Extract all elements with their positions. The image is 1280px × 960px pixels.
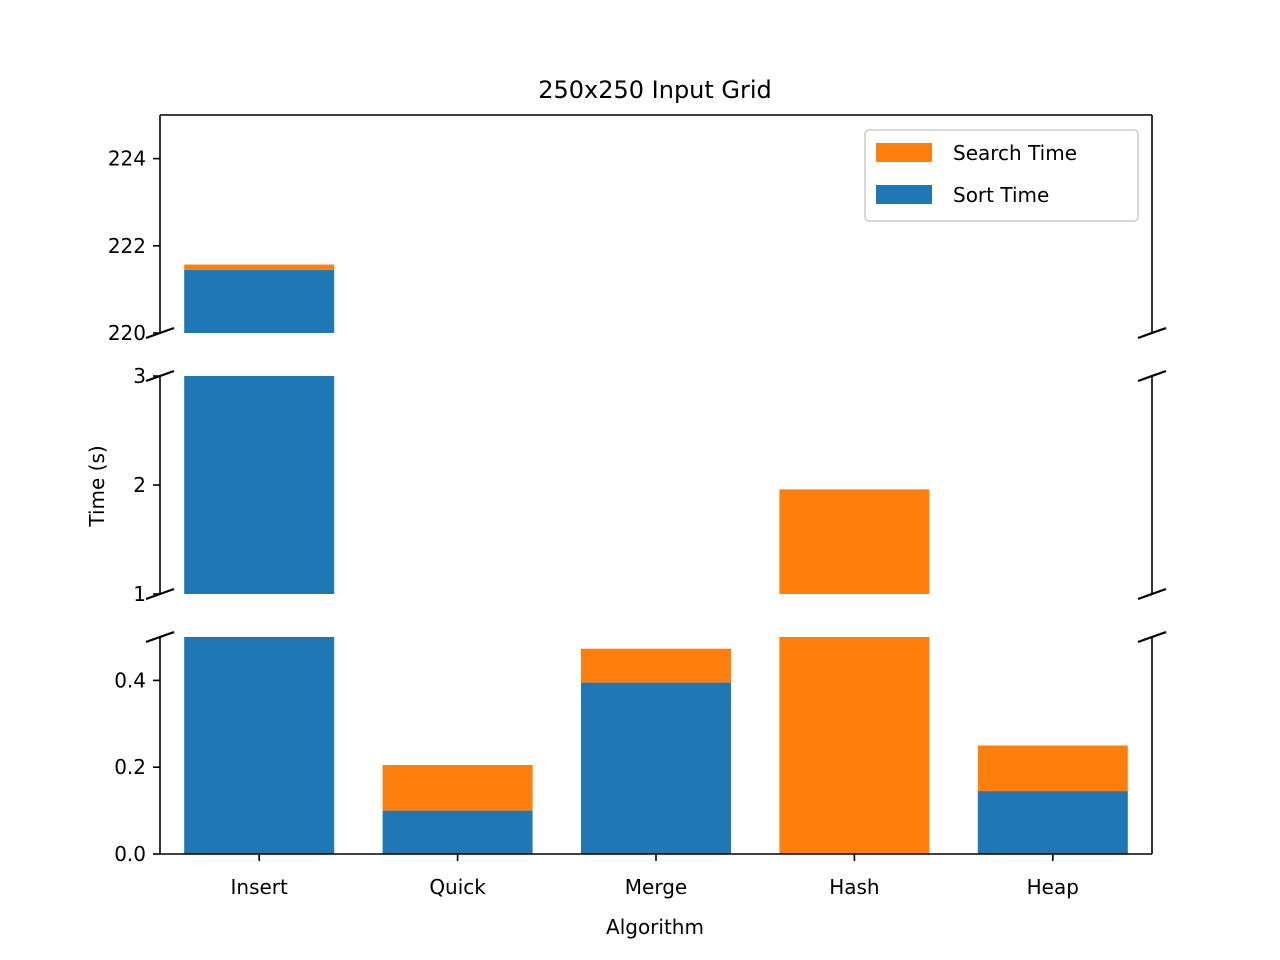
bar-sort-time-insert (184, 637, 335, 854)
axis-break-mark (145, 369, 175, 383)
x-axis-label: Algorithm (606, 915, 704, 939)
legend-swatch-search-time (876, 143, 932, 162)
bar-search-time-quick (382, 765, 533, 811)
bar-search-time-insert (184, 264, 335, 270)
legend-label: Sort Time (953, 183, 1049, 207)
axis-break-mark (145, 587, 175, 601)
legend: Search Time Sort Time (864, 129, 1139, 222)
bar-sort-time-insert (184, 376, 335, 594)
x-tick-label-quick: Quick (429, 875, 486, 899)
bar-search-time-heap (977, 745, 1128, 792)
chart-title: 250x250 Input Grid (538, 76, 772, 104)
legend-label: Search Time (953, 141, 1077, 165)
legend-swatch-sort-time (876, 185, 932, 204)
x-tick-label-merge: Merge (625, 875, 687, 899)
bar-sort-time-insert (184, 269, 335, 333)
y-tick-label: 0.2 (114, 755, 146, 779)
axis-break-mark (145, 326, 175, 340)
axis-break-mark (1137, 369, 1167, 383)
bar-sort-time-merge (581, 682, 731, 854)
y-tick-label: 2 (133, 473, 146, 497)
bar-search-time-merge (581, 648, 731, 683)
x-tick-label-heap: Heap (1027, 875, 1079, 899)
y-tick-label: 0.4 (114, 668, 146, 692)
bar-sort-time-heap (977, 791, 1128, 854)
y-tick-label: 1 (133, 582, 146, 606)
y-tick-label: 3 (133, 364, 146, 388)
axis-break-mark (1137, 587, 1167, 601)
y-axis-label: Time (s) (85, 445, 109, 527)
y-tick-label: 222 (108, 234, 146, 258)
axis-break-mark (145, 630, 175, 644)
bar-sort-time-quick (382, 810, 533, 854)
bar-search-time-hash (779, 637, 930, 854)
x-tick-label-insert: Insert (231, 875, 289, 899)
plot-area: 220 222 224 1 2 3 0.0 0.2 0.4 Insert Quick Merge Has… (108, 114, 1167, 899)
axis-break-mark (1137, 630, 1167, 644)
bar-search-time-hash (779, 489, 930, 594)
y-tick-label: 224 (108, 147, 146, 171)
legend-frame (864, 129, 1139, 222)
y-tick-label: 220 (108, 321, 146, 345)
axis-break-mark (1137, 326, 1167, 340)
y-tick-label: 0.0 (114, 842, 146, 866)
x-tick-label-hash: Hash (829, 875, 879, 899)
